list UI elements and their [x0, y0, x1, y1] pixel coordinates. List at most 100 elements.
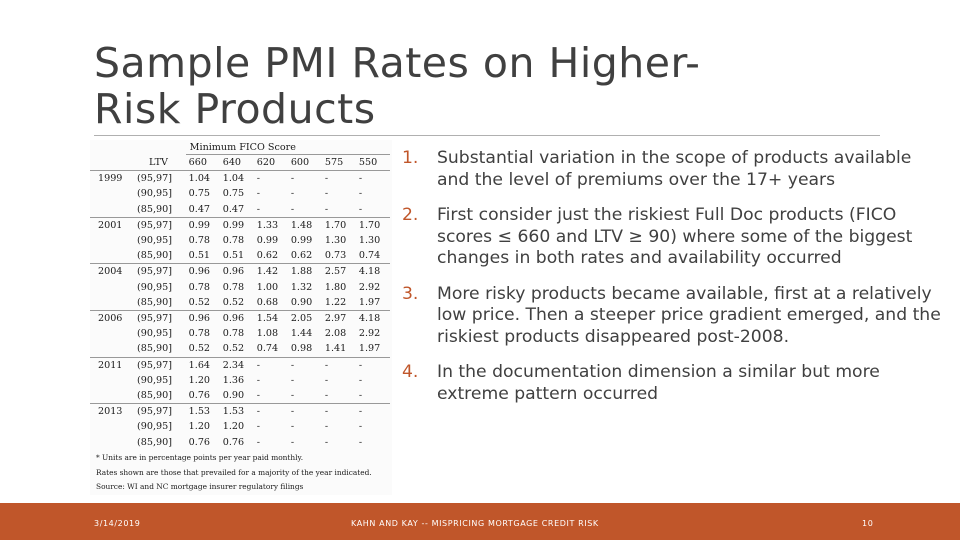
ltv-cell: (95,97] — [131, 263, 186, 280]
year-cell: 2001 — [90, 216, 131, 234]
rate-cell: 0.90 — [222, 390, 245, 402]
table-row: (85,90] 0.52 0.52 0.74 0.98 1.41 1.97 — [90, 341, 390, 357]
year-cell — [90, 280, 131, 295]
rate-cell: 4.18 — [355, 310, 390, 327]
year-cell: 2013 — [90, 403, 131, 420]
ltv-cell: (90,95] — [137, 235, 172, 247]
rate-cell: - — [256, 421, 261, 433]
year-cell — [90, 295, 131, 311]
rate-cell: - — [253, 403, 288, 420]
bullet-item: 2. First consider just the riskiest Full… — [402, 205, 947, 270]
year-cell — [90, 186, 131, 201]
rate-cell: - — [290, 203, 295, 215]
table-row: (90,95] 1.20 1.36- - - - — [90, 373, 390, 388]
rate-cell: - — [324, 188, 329, 200]
rate-cell: 1.20 — [222, 421, 245, 433]
bullet-item: 1. Substantial variation in the scope of… — [402, 148, 947, 191]
bullet-text: More risky products became available, fi… — [437, 283, 941, 347]
table-row: (85,90] 0.76 0.90- - - - — [90, 388, 390, 404]
ltv-cell: (95,97] — [131, 356, 186, 373]
rate-cell: 0.96 — [219, 310, 254, 327]
table-row: 2004 (95,97] 0.96 0.96 1.42 1.88 2.57 4.18 — [90, 263, 390, 280]
rate-cell: 0.96 — [185, 263, 220, 280]
rate-cell: - — [290, 188, 295, 200]
rate-cell: 0.99 — [219, 216, 254, 234]
rate-cell: 1.54 — [253, 310, 288, 327]
rate-cell: - — [256, 203, 261, 215]
ltv-cell: (95,97] — [131, 403, 186, 420]
year-cell — [90, 233, 131, 248]
table-row: (90,95] 1.20 1.20- - - - — [90, 419, 390, 434]
rate-cell: 0.98 — [290, 343, 313, 355]
rate-cell: 0.51 — [222, 250, 245, 262]
rate-cell: - — [287, 356, 322, 373]
year-cell — [90, 388, 131, 404]
ltv-cell: (90,95] — [137, 374, 172, 386]
table-row: (90,95] 0.78 0.78 1.08 1.44 2.08 2.92 — [90, 326, 390, 341]
year-cell — [90, 373, 131, 388]
rate-cell: 1.70 — [355, 216, 390, 234]
ltv-cell: (85,90] — [137, 436, 172, 448]
ltv-cell: (90,95] — [137, 188, 172, 200]
table-note: Source: WI and NC mortgage insurer regul… — [96, 482, 304, 491]
rate-cell: - — [358, 421, 363, 433]
year-cell — [90, 435, 131, 450]
rate-cell: 0.51 — [188, 250, 211, 262]
bullet-number: 3. — [402, 283, 419, 304]
bullet-number: 1. — [402, 148, 419, 168]
slide-footer: 3/14/2019 KAHN AND KAY -- MISPRICING MOR… — [0, 503, 960, 540]
rate-cell: 0.90 — [290, 296, 313, 308]
rate-cell: 1.33 — [253, 216, 288, 234]
table-row: (85,90] 0.52 0.52 0.68 0.90 1.22 1.97 — [90, 295, 390, 311]
rate-cell: - — [256, 188, 261, 200]
bullet-text: First consider just the riskiest Full Do… — [437, 205, 913, 268]
rate-cell: 0.76 — [222, 436, 245, 448]
bullet-item: 4. In the documentation dimension a simi… — [402, 362, 947, 405]
year-cell: 2004 — [90, 263, 131, 280]
rate-cell: 0.96 — [185, 310, 220, 327]
rate-cell: - — [358, 390, 363, 402]
year-cell — [90, 341, 131, 357]
fico-col-header: 640 — [219, 154, 254, 172]
rate-cell: 0.52 — [222, 296, 245, 308]
rate-cell: - — [321, 170, 356, 187]
bullet-number: 2. — [402, 205, 419, 225]
table-notes: * Units are in percentage points per yea… — [96, 451, 396, 495]
rate-cell: - — [287, 170, 322, 187]
bullet-number: 4. — [402, 362, 419, 382]
fico-col-header: 660 — [185, 154, 220, 172]
fico-super-header: Minimum FICO Score — [185, 142, 390, 155]
table-row: (90,95] 0.78 0.78 1.00 1.32 1.80 2.92 — [90, 280, 390, 295]
rate-cell: - — [321, 356, 356, 373]
year-cell — [90, 326, 131, 341]
rate-cell: 2.08 — [324, 328, 347, 340]
footer-date: 3/14/2019 — [94, 519, 141, 528]
rate-cell: - — [253, 170, 288, 187]
rate-cell: - — [355, 403, 390, 420]
rate-cell: 1.88 — [287, 263, 322, 280]
rate-cell: 2.97 — [321, 310, 356, 327]
fico-col-header: 620 — [253, 154, 288, 172]
ltv-header: LTV — [131, 154, 186, 172]
rate-cell: - — [290, 436, 295, 448]
year-cell — [90, 419, 131, 434]
rate-cell: 0.99 — [290, 235, 313, 247]
ltv-cell: (90,95] — [137, 421, 172, 433]
ltv-cell: (85,90] — [137, 390, 172, 402]
rate-cell: 0.52 — [222, 343, 245, 355]
bullet-text: Substantial variation in the scope of pr… — [437, 148, 912, 190]
rate-cell: 0.96 — [219, 263, 254, 280]
title-line-1: Sample PMI Rates on Higher- — [94, 39, 701, 87]
rate-cell: - — [290, 390, 295, 402]
rate-cell: 1.04 — [219, 170, 254, 187]
rate-cell: 0.47 — [222, 203, 245, 215]
rate-cell: 1.20 — [188, 374, 211, 386]
rate-cell: 1.00 — [256, 281, 279, 293]
rate-cell: - — [324, 374, 329, 386]
rate-cell: 1.48 — [287, 216, 322, 234]
slide-number: 10 — [862, 519, 874, 528]
ltv-cell: (95,97] — [131, 170, 186, 187]
year-cell — [90, 202, 131, 218]
table-row: (90,95] 0.75 0.75- - - - — [90, 186, 390, 201]
rate-cell: - — [321, 403, 356, 420]
